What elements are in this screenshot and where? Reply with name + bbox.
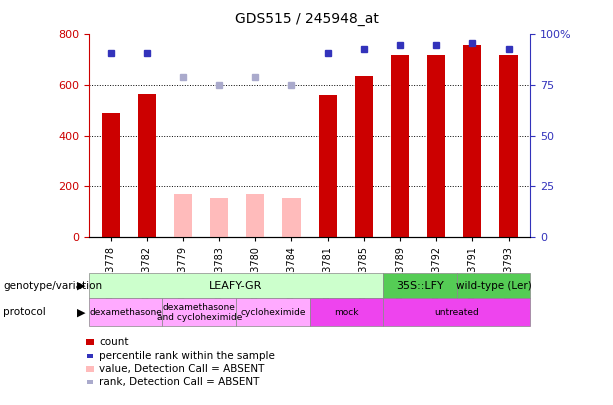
Bar bbox=[283, 198, 300, 237]
Bar bbox=[210, 198, 228, 237]
Text: dexamethasone
and cycloheximide: dexamethasone and cycloheximide bbox=[156, 303, 242, 322]
Text: rank, Detection Call = ABSENT: rank, Detection Call = ABSENT bbox=[99, 377, 260, 387]
Bar bbox=[427, 55, 445, 237]
Bar bbox=[463, 45, 481, 237]
Text: protocol: protocol bbox=[3, 307, 46, 317]
Text: value, Detection Call = ABSENT: value, Detection Call = ABSENT bbox=[99, 364, 265, 374]
Text: cycloheximide: cycloheximide bbox=[240, 308, 305, 317]
Text: untreated: untreated bbox=[434, 308, 479, 317]
Text: percentile rank within the sample: percentile rank within the sample bbox=[99, 351, 275, 360]
Text: count: count bbox=[99, 337, 129, 347]
Bar bbox=[319, 95, 337, 237]
Bar bbox=[138, 94, 156, 237]
Text: mock: mock bbox=[334, 308, 359, 317]
Bar bbox=[500, 55, 517, 237]
Bar bbox=[391, 55, 409, 237]
Bar bbox=[246, 194, 264, 237]
Text: GDS515 / 245948_at: GDS515 / 245948_at bbox=[235, 12, 378, 26]
Text: 35S::LFY: 35S::LFY bbox=[396, 281, 444, 290]
Bar bbox=[174, 194, 192, 237]
Text: wild-type (Ler): wild-type (Ler) bbox=[455, 281, 531, 290]
Text: LEAFY-GR: LEAFY-GR bbox=[209, 281, 263, 290]
Text: ▶: ▶ bbox=[77, 307, 86, 317]
Text: genotype/variation: genotype/variation bbox=[3, 281, 102, 290]
Text: dexamethasone: dexamethasone bbox=[89, 308, 162, 317]
Text: ▶: ▶ bbox=[77, 281, 86, 290]
Bar bbox=[102, 113, 120, 237]
Bar bbox=[355, 76, 373, 237]
